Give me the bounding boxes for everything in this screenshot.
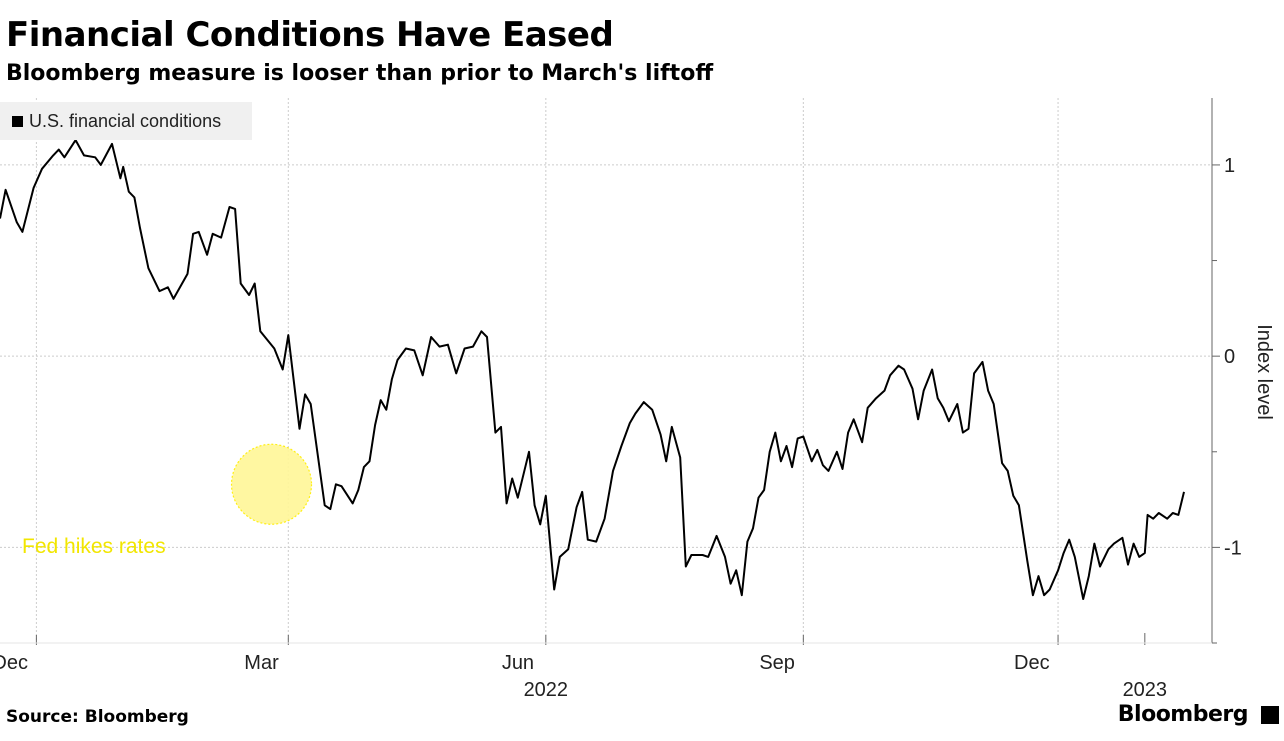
source-note: Source: Bloomberg <box>6 707 189 727</box>
x-tick-label: Jun <box>502 652 534 674</box>
chart-title: Financial Conditions Have Eased <box>6 15 614 55</box>
chart-subtitle: Bloomberg measure is looser than prior t… <box>6 61 714 86</box>
x-tick-label: Dec <box>1014 652 1050 674</box>
y-tick-label: -1 <box>1224 537 1242 559</box>
series-layer <box>0 139 1185 600</box>
annotation-circle <box>230 443 313 525</box>
annotation <box>230 443 313 525</box>
x-year-label: 2023 <box>1123 679 1168 701</box>
brand-logo-text: Bloomberg <box>1117 702 1249 727</box>
bloomberg-terminal-icon <box>1261 706 1279 724</box>
axes: 1 0 -1 Dec Mar Jun Sep Dec 2022 2023 <box>0 98 1242 701</box>
y-tick-label: 0 <box>1224 346 1235 368</box>
annotation-label: Fed hikes rates <box>22 535 166 558</box>
x-tick-label: Dec <box>0 652 28 674</box>
legend-swatch <box>12 115 23 127</box>
y-axis-label: Index level <box>1253 324 1275 420</box>
legend: U.S. financial conditions <box>0 102 252 140</box>
legend-label: U.S. financial conditions <box>29 110 222 131</box>
x-tick-label: Mar <box>244 652 279 674</box>
x-year-label: 2022 <box>524 679 569 701</box>
y-tick-label: 1 <box>1224 155 1235 177</box>
x-tick-label: Sep <box>759 652 795 674</box>
grid-lines <box>0 98 1212 643</box>
series-line-us-financial-conditions <box>0 139 1185 600</box>
